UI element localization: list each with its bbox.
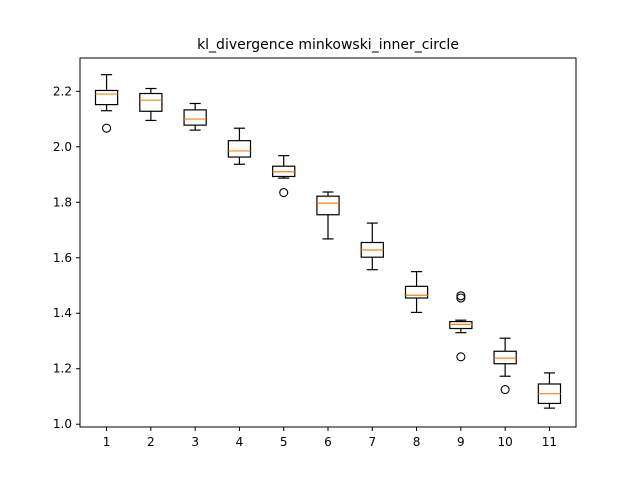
box-group-10 (493, 337, 517, 395)
x-tick-label: 5 (280, 435, 288, 449)
x-tick-label: 8 (413, 435, 421, 449)
box-group-8 (404, 271, 429, 314)
flier-point (500, 384, 510, 395)
y-tick-label: 2.0 (53, 140, 72, 154)
y-tick-label: 1.6 (53, 251, 72, 265)
y-tick-label: 1.4 (53, 306, 72, 320)
box-iqr (139, 92, 163, 112)
box-group-11 (537, 372, 562, 409)
flier-point (279, 188, 289, 198)
x-tick-label: 9 (457, 435, 465, 449)
box-iqr (493, 350, 517, 365)
box-group-6 (316, 191, 340, 240)
flier-point (456, 291, 466, 301)
box-iqr (316, 195, 340, 216)
box-iqr (404, 285, 429, 299)
x-tick-label: 7 (368, 435, 376, 449)
x-tick-label: 10 (498, 435, 513, 449)
box-iqr (227, 140, 252, 158)
x-tick-label: 11 (542, 435, 557, 449)
box-iqr (449, 320, 473, 330)
y-tick-label: 1.0 (53, 417, 72, 431)
box-group-4 (227, 127, 252, 165)
flier-point (456, 293, 466, 303)
box-iqr (183, 109, 207, 126)
x-tick-label: 2 (147, 435, 155, 449)
box-group-7 (360, 222, 384, 271)
axes: 1 2 3 4 5 6 7 8 9 10 11 1.0 1.2 1.4 1.6 1.8 2.0 2.2 (53, 57, 577, 449)
box-group-1 (94, 74, 119, 133)
box-group-5 (272, 155, 296, 198)
x-tick-label: 1 (103, 435, 111, 449)
chart-title: kl_divergence minkowski_inner_circle (197, 37, 459, 53)
box-group-9 (449, 291, 473, 362)
flier-point (456, 352, 466, 362)
flier-point (102, 123, 112, 133)
x-tick-label: 3 (191, 435, 199, 449)
box-iqr (94, 89, 119, 106)
y-tick-label: 1.2 (53, 362, 72, 376)
box-group-2 (139, 87, 163, 122)
x-tick-label: 6 (324, 435, 332, 449)
x-tick-label: 4 (236, 435, 244, 449)
y-tick-label: 1.8 (53, 195, 72, 209)
plot-marks (94, 74, 562, 409)
box-group-3 (183, 102, 207, 131)
y-tick-label: 2.2 (53, 84, 72, 98)
